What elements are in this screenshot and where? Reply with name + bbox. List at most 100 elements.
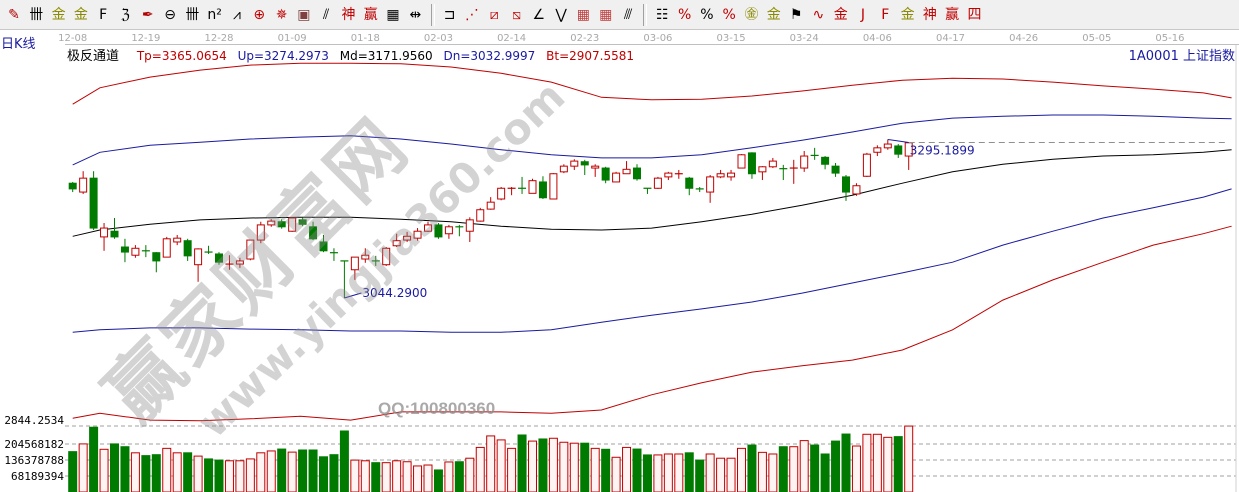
box-fan-icon[interactable]: ⧅ bbox=[512, 6, 521, 23]
speed-lines-icon[interactable]: ⫽ bbox=[323, 6, 330, 23]
grid-icon[interactable]: ▦ bbox=[576, 6, 591, 23]
gold-ratio-icon[interactable]: 金 bbox=[73, 6, 88, 23]
candle-body bbox=[622, 168, 631, 175]
candle-body bbox=[361, 254, 370, 260]
ruler-icon[interactable]: ▦ bbox=[386, 6, 400, 23]
red-fan-icon[interactable]: ⋰ bbox=[464, 6, 479, 23]
win-lines-icon[interactable]: 赢 bbox=[363, 6, 378, 23]
candle-body bbox=[162, 238, 171, 258]
candle-body bbox=[235, 260, 244, 265]
volume-bar bbox=[674, 453, 684, 492]
candle-body bbox=[444, 226, 453, 235]
grid-box-icon[interactable]: ▦ bbox=[599, 6, 613, 23]
box-diagonal-icon[interactable]: ⧄ bbox=[489, 6, 499, 23]
volume-bar bbox=[496, 439, 506, 492]
date-tick-label: 03-15 bbox=[717, 33, 746, 44]
candle-body bbox=[768, 160, 777, 168]
candle bbox=[737, 154, 746, 169]
candle bbox=[633, 164, 641, 181]
list-icon[interactable]: ☷ bbox=[656, 6, 669, 23]
compass-icon[interactable]: ✵ bbox=[275, 6, 288, 23]
volume-bar bbox=[413, 465, 423, 492]
volume-bars bbox=[68, 425, 914, 492]
volume-bar bbox=[601, 448, 611, 492]
volume-bar bbox=[559, 441, 569, 492]
candle-body bbox=[894, 145, 903, 155]
candle bbox=[215, 252, 223, 265]
gold-angle-icon[interactable]: 金 bbox=[900, 6, 915, 23]
indicator-name[interactable]: 极反通道 bbox=[67, 49, 120, 64]
volume-bar bbox=[695, 459, 705, 492]
candle bbox=[486, 197, 495, 210]
candle bbox=[329, 248, 338, 261]
cycle-lines-icon[interactable]: 卌 bbox=[185, 6, 200, 23]
candle bbox=[559, 164, 568, 174]
gold-lines-icon[interactable]: 金 bbox=[766, 6, 781, 23]
pen-tool-icon[interactable]: ✒ bbox=[141, 6, 154, 23]
candle bbox=[110, 217, 119, 239]
candle-body bbox=[716, 173, 725, 178]
fan-lines-icon[interactable]: ⩘ bbox=[233, 6, 241, 23]
candle bbox=[768, 157, 777, 169]
wave-lines-icon[interactable]: ∿ bbox=[812, 6, 825, 23]
low-price-label: 3044.2900 bbox=[362, 286, 427, 300]
box-icon[interactable]: ▣ bbox=[297, 6, 311, 23]
percent-icon[interactable]: % bbox=[700, 6, 714, 23]
candle-body bbox=[706, 176, 715, 193]
candle-body bbox=[664, 172, 673, 178]
candle bbox=[591, 164, 600, 177]
rectangle-icon[interactable]: ⊐ bbox=[443, 6, 456, 23]
gold-coin-icon[interactable]: ㊎ bbox=[744, 6, 759, 23]
candle bbox=[716, 169, 725, 179]
volume-bar bbox=[475, 446, 485, 492]
percent-line-icon[interactable]: % bbox=[677, 6, 692, 23]
gann-circle-icon[interactable]: ⊖ bbox=[164, 6, 176, 23]
wave-icon[interactable]: ⋁ bbox=[555, 6, 567, 23]
candle bbox=[779, 164, 788, 181]
angle-icon[interactable]: ∠ bbox=[532, 6, 546, 23]
win-angle-icon[interactable]: 赢 bbox=[945, 6, 960, 23]
measure-icon[interactable]: ⇹ bbox=[409, 6, 422, 23]
volume-bar bbox=[684, 452, 694, 492]
candle-body bbox=[883, 143, 892, 149]
target-icon[interactable]: ⊕ bbox=[253, 6, 266, 23]
flag-icon[interactable]: ⚑ bbox=[789, 6, 803, 23]
volume-bar bbox=[569, 442, 579, 492]
gold-section-icon[interactable]: 金 bbox=[51, 6, 66, 23]
j-angle-icon[interactable]: J bbox=[860, 6, 866, 23]
volume-bar bbox=[663, 453, 673, 492]
candle-body bbox=[152, 252, 161, 262]
date-tick-label: 12-28 bbox=[204, 33, 233, 44]
volume-bar bbox=[224, 460, 234, 492]
draw-pencil-icon[interactable]: ✎ bbox=[8, 6, 20, 23]
f-angle-icon[interactable]: F bbox=[881, 6, 890, 23]
symbol-label: 1A0001 上证指数 bbox=[1128, 49, 1235, 64]
legend-dn: Dn=3032.9997 bbox=[443, 49, 536, 63]
gold-bars-icon[interactable]: 金 bbox=[833, 6, 848, 23]
candle bbox=[507, 187, 516, 196]
volume-bar bbox=[99, 448, 109, 492]
candle bbox=[256, 221, 265, 244]
candle-body bbox=[528, 180, 537, 194]
parallel-lines-icon[interactable]: 卌 bbox=[29, 6, 44, 23]
candle bbox=[664, 171, 673, 181]
volume-bar bbox=[904, 425, 914, 492]
square-lines-icon[interactable]: n² bbox=[207, 6, 222, 23]
candle bbox=[528, 178, 537, 194]
spiral-icon[interactable]: ℨ bbox=[121, 6, 130, 23]
god-angle-icon[interactable]: 神 bbox=[922, 6, 937, 23]
candle bbox=[758, 166, 767, 181]
candle bbox=[120, 238, 129, 263]
volume-bar bbox=[339, 430, 349, 492]
god-lines-icon[interactable]: 神 bbox=[341, 6, 356, 23]
fibonacci-lines-icon[interactable]: F bbox=[99, 6, 108, 23]
stripes-icon[interactable]: ⫻ bbox=[623, 6, 633, 23]
period-label[interactable]: 日K线 bbox=[1, 37, 36, 52]
candle-body bbox=[653, 177, 662, 189]
volume-bar bbox=[548, 437, 558, 492]
four-angle-icon[interactable]: 四 bbox=[967, 6, 982, 23]
percent-lines-icon[interactable]: % bbox=[722, 6, 736, 23]
candle bbox=[225, 255, 234, 270]
legend-up: Up=3274.2973 bbox=[237, 49, 329, 63]
